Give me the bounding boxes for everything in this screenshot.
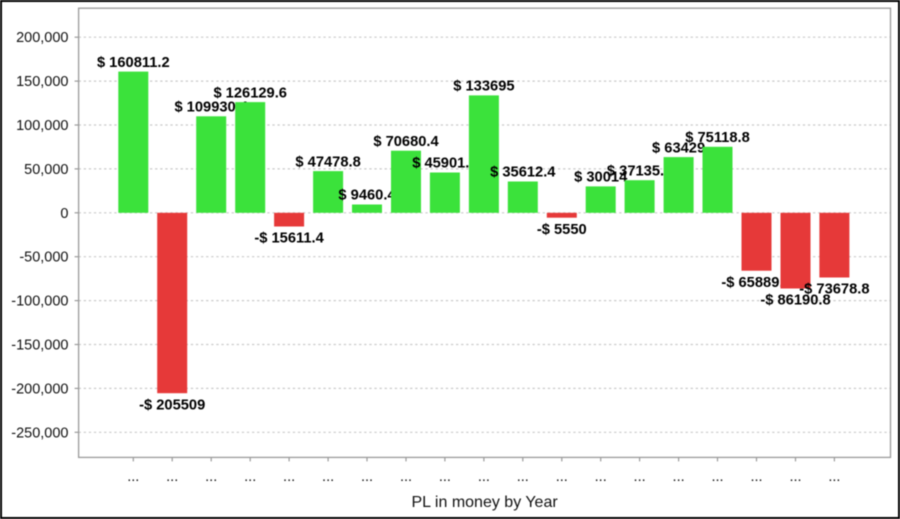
svg-text:-$ 205509: -$ 205509 <box>139 397 205 413</box>
svg-text:$ 133695: $ 133695 <box>453 79 514 95</box>
svg-text:...: ... <box>361 469 373 485</box>
svg-text:-250,000: -250,000 <box>11 425 68 441</box>
svg-text:$ 35612.4: $ 35612.4 <box>490 165 556 181</box>
svg-text:...: ... <box>166 469 178 485</box>
svg-text:$ 37135.5: $ 37135.5 <box>607 163 672 179</box>
svg-text:...: ... <box>322 469 334 485</box>
svg-text:$ 9460.4: $ 9460.4 <box>338 188 396 204</box>
svg-text:...: ... <box>711 469 723 485</box>
svg-text:...: ... <box>673 469 685 485</box>
svg-text:150,000: 150,000 <box>16 74 68 90</box>
svg-text:-$ 15611.4: -$ 15611.4 <box>254 231 324 247</box>
svg-text:0: 0 <box>60 206 68 222</box>
svg-text:$ 47478.8: $ 47478.8 <box>295 154 360 170</box>
svg-text:$ 75118.8: $ 75118.8 <box>685 130 750 146</box>
svg-text:$ 126129.6: $ 126129.6 <box>213 85 287 101</box>
svg-text:...: ... <box>283 469 295 485</box>
svg-text:$ 45901.6: $ 45901.6 <box>412 156 477 172</box>
svg-text:$ 160811.2: $ 160811.2 <box>97 55 170 71</box>
svg-text:...: ... <box>439 469 451 485</box>
svg-text:-200,000: -200,000 <box>11 381 68 397</box>
svg-text:...: ... <box>750 469 762 485</box>
svg-text:-150,000: -150,000 <box>11 338 68 354</box>
svg-text:...: ... <box>595 469 607 485</box>
svg-text:...: ... <box>205 469 217 485</box>
svg-text:-$ 5550: -$ 5550 <box>537 222 587 238</box>
svg-text:...: ... <box>400 469 412 485</box>
svg-text:...: ... <box>244 469 256 485</box>
svg-text:...: ... <box>789 469 801 485</box>
svg-text:...: ... <box>556 469 568 485</box>
svg-text:PL in money by Year: PL in money by Year <box>412 494 559 511</box>
svg-text:100,000: 100,000 <box>16 118 68 134</box>
svg-text:-$ 86190.8: -$ 86190.8 <box>760 293 830 309</box>
svg-text:-$ 65889.2: -$ 65889.2 <box>721 275 791 291</box>
svg-text:$ 70680.4: $ 70680.4 <box>373 134 439 150</box>
svg-text:$ 63429: $ 63429 <box>652 140 705 156</box>
svg-text:...: ... <box>127 469 139 485</box>
svg-text:$ 109930.4: $ 109930.4 <box>174 100 248 116</box>
svg-text:$ 30014: $ 30014 <box>574 170 628 186</box>
svg-text:50,000: 50,000 <box>24 162 68 178</box>
svg-text:...: ... <box>634 469 646 485</box>
svg-text:200,000: 200,000 <box>16 30 68 46</box>
svg-text:...: ... <box>478 469 490 485</box>
svg-text:-$ 73678.8: -$ 73678.8 <box>799 282 869 298</box>
svg-text:...: ... <box>517 469 529 485</box>
svg-text:...: ... <box>828 469 840 485</box>
svg-text:-100,000: -100,000 <box>11 294 68 310</box>
svg-text:-50,000: -50,000 <box>19 250 68 266</box>
